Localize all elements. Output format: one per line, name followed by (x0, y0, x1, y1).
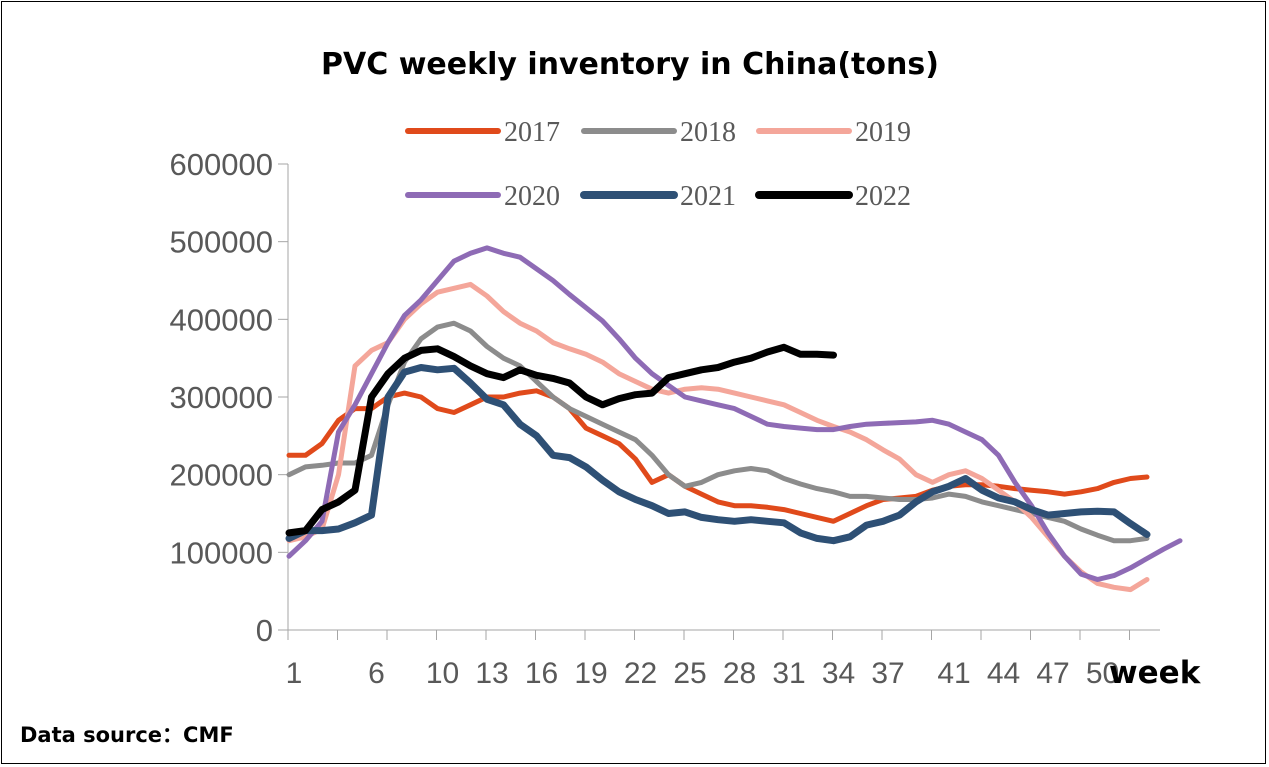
legend-item-2020: 2020 (405, 181, 560, 212)
x-tick-label: 31 (772, 657, 805, 690)
legend-item-2019: 2019 (756, 117, 911, 148)
legend-item-2018: 2018 (581, 117, 736, 148)
legend-label-2021: 2021 (680, 181, 736, 212)
legend-item-2022: 2022 (755, 181, 911, 212)
y-tick-label: 100000 (170, 535, 273, 570)
x-tick-label: 44 (987, 657, 1020, 690)
series-line-2020 (286, 245, 1183, 582)
legend-label-2020: 2020 (504, 181, 560, 212)
x-tick-label: 16 (525, 657, 558, 690)
x-tick-label: 25 (673, 657, 706, 690)
source-note: Data source：CMF (20, 723, 234, 747)
y-tick-label: 600000 (170, 147, 273, 182)
x-tick-label: 13 (475, 657, 508, 690)
chart-title: PVC weekly inventory in China(tons) (321, 47, 939, 82)
series-line-2019 (286, 281, 1150, 593)
y-axis: 0 100000 200000 300000 400000 500000 600000 (170, 147, 289, 648)
x-tick-label: 1 (286, 657, 303, 690)
legend-label-2018: 2018 (680, 117, 736, 148)
x-tick-label: 28 (723, 657, 756, 690)
x-tick-label: 22 (624, 657, 657, 690)
x-tick-label: 41 (937, 657, 970, 690)
x-tick-label: 37 (871, 657, 904, 690)
y-tick-label: 300000 (170, 380, 273, 415)
series-layer (285, 245, 1183, 593)
x-tick-label: 34 (822, 657, 855, 690)
y-tick-label: 400000 (170, 302, 273, 337)
y-tick-label: 0 (256, 613, 273, 648)
series-line-2022 (285, 343, 837, 537)
x-tick-label: 50 (1086, 657, 1119, 690)
legend-label-2022: 2022 (855, 181, 911, 212)
legend-item-2017: 2017 (405, 117, 560, 148)
y-tick-label: 500000 (170, 225, 273, 260)
x-axis: 1 6 10 13 16 19 22 25 28 31 34 37 41 44 47 50 (286, 629, 1160, 690)
legend-label-2017: 2017 (504, 117, 560, 148)
legend-label-2019: 2019 (855, 117, 911, 148)
x-tick-label: 6 (368, 657, 385, 690)
legend-item-2021: 2021 (580, 181, 736, 212)
y-tick-label: 200000 (170, 458, 273, 493)
x-axis-label: week (1109, 655, 1202, 691)
series-line-2017 (286, 388, 1150, 524)
x-tick-label: 47 (1036, 657, 1069, 690)
legend: 2017 2018 2019 2020 2021 2022 (405, 117, 911, 212)
series-line-2021 (285, 364, 1151, 545)
series-line-2018 (286, 320, 1150, 544)
x-tick-label: 10 (426, 657, 459, 690)
x-tick-label: 19 (574, 657, 607, 690)
